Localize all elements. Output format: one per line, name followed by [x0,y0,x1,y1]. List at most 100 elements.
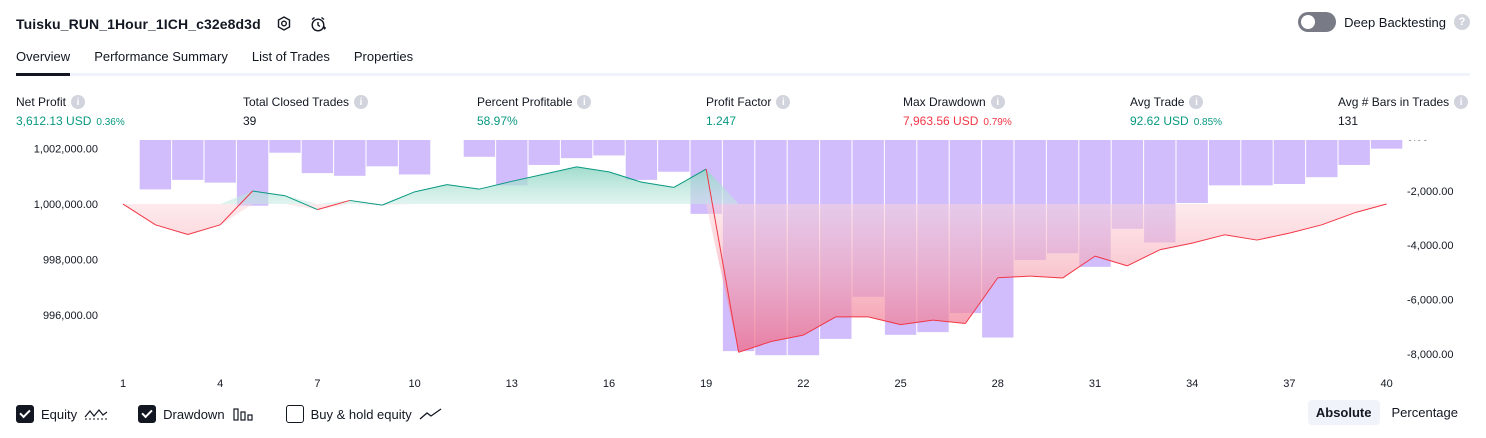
drawdown-bar [139,140,172,190]
drawdown-bar [269,140,301,153]
legend-drawdown-label: Drawdown [163,406,225,422]
chart-legend: Equity Drawdown Buy & hold equity [16,404,473,424]
drawdown-bar [528,140,560,165]
metric-percent: 0.36% [96,117,125,128]
equity-line-segment [1030,275,1063,279]
equity-line-segment [511,173,545,182]
help-icon[interactable]: ? [1454,14,1470,30]
drawdown-bar [398,140,431,175]
equity-line-segment [1159,242,1193,251]
x-tick-label: 10 [408,378,420,390]
y-right-tick-label: 0.00 [1407,140,1428,143]
equity-drawdown-chart[interactable]: 1,002,000.00 1,000,000.00 998,000.00 996,00… [0,140,1486,395]
tab-performance-summary[interactable]: Performance Summary [94,49,228,64]
deep-backtesting-toggle[interactable] [1298,12,1337,32]
metric-total-closed-trades: Total Closed Trades i 39 [243,94,369,130]
info-icon[interactable]: i [1189,95,1204,109]
drawdown-bar [1241,140,1273,186]
drawdown-checkbox[interactable] [138,405,157,423]
drawdown-bar [1273,140,1306,184]
drawdown-bar [496,140,528,186]
header: Tuisku_RUN_1Hour_1ICH_c32e8d3d [16,10,329,38]
percentage-button[interactable]: Percentage [1391,405,1459,420]
info-icon[interactable]: i [990,95,1005,109]
equity-area-loss [123,204,1387,353]
equity-line-segment [673,168,707,188]
y-left-tick-label: 998,000.00 [43,254,98,266]
tab-list-of-trades[interactable]: List of Trades [251,49,330,64]
scale-mode-switch: Absolute Percentage [1307,400,1466,425]
y-left-tick-label: 1,000,000.00 [34,199,98,211]
equity-line-segment [1256,232,1290,241]
metrics-row: Net Profit i 3,612.13 USD 0.36% Total Clos… [16,94,1470,130]
equity-checkbox[interactable] [16,405,34,423]
equity-line-segment [900,319,934,326]
equity-line-segment [1192,234,1225,244]
equity-line-segment [446,184,480,190]
bar-chart-icon [232,407,256,421]
equity-line-segment [414,184,448,193]
y-right-tick-label: -4,000.00 [1407,240,1453,252]
absolute-button[interactable]: Absolute [1307,400,1380,425]
legend-buy-hold-label: Buy & hold equity [310,406,412,422]
metric-label: Avg Trade [1130,95,1185,109]
equity-line-segment [641,181,674,188]
equity-line-segment [544,166,577,175]
tab-bar: Overview Performance Summary List of Tra… [16,46,1470,76]
equity-line-segment [1321,212,1355,226]
info-icon[interactable]: i [71,95,86,109]
metric-value: 39 [243,114,257,128]
drawdown-bar [463,140,496,157]
info-icon[interactable]: i [577,95,592,109]
drawdown-bar [1208,140,1241,186]
equity-line-segment [252,190,286,197]
drawdown-bar [1176,140,1208,203]
y-right-tick-label: -8,000.00 [1407,349,1453,361]
metric-percent-profitable: Percent Profitable i 58.97% [477,94,592,130]
x-tick-label: 13 [506,378,518,390]
metric-label: Profit Factor [706,95,772,109]
equity-line-segment [1289,224,1322,234]
equity-line-segment [284,195,318,211]
alert-clock-icon[interactable] [307,13,329,35]
drawdown-bar [1370,140,1403,149]
equity-line-segment [868,316,901,326]
buy-hold-checkbox[interactable] [285,405,304,423]
info-icon[interactable]: i [776,95,791,109]
equity-line-segment [1354,203,1387,214]
x-tick-label: 1 [120,378,126,390]
metric-label: Max Drawdown [903,95,986,109]
x-tick-label: 7 [314,378,320,390]
settings-icon[interactable] [273,13,295,35]
equity-line-segment [317,199,350,211]
deep-backtesting-label: Deep Backtesting [1344,14,1446,30]
metric-label: Avg # Bars in Trades [1338,95,1450,109]
equity-line-segment [219,190,253,226]
legend-equity[interactable]: Equity [16,405,108,423]
metric-avg-trade: Avg Trade i 92.62 USD 0.85% [1130,94,1222,130]
metric-value: 3,612.13 USD [16,114,92,128]
info-icon[interactable]: i [354,95,369,109]
drawdown-bar [658,140,690,172]
drawdown-bar [593,140,625,156]
equity-line-segment [1062,255,1096,279]
equity-line-segment [187,224,221,236]
tab-properties[interactable]: Properties [353,49,414,64]
legend-drawdown[interactable]: Drawdown [138,405,255,423]
tab-overview[interactable]: Overview [16,46,71,76]
x-tick-label: 37 [1283,378,1295,390]
drawdown-bar [1306,140,1338,178]
info-icon[interactable]: i [1454,95,1469,109]
equity-line-segment [479,180,512,190]
x-tick-label: 25 [894,378,906,390]
drawdown-bar [172,140,204,180]
equity-line-segment [1127,249,1161,267]
x-tick-label: 31 [1089,378,1101,390]
equity-line-segment [608,171,642,183]
metric-label: Total Closed Trades [243,95,350,109]
equity-line-segment [122,203,156,226]
drawdown-bar [366,140,398,167]
strategy-title: Tuisku_RUN_1Hour_1ICH_c32e8d3d [16,16,261,32]
x-tick-label: 22 [797,378,809,390]
legend-buy-hold[interactable]: Buy & hold equity [285,405,443,423]
